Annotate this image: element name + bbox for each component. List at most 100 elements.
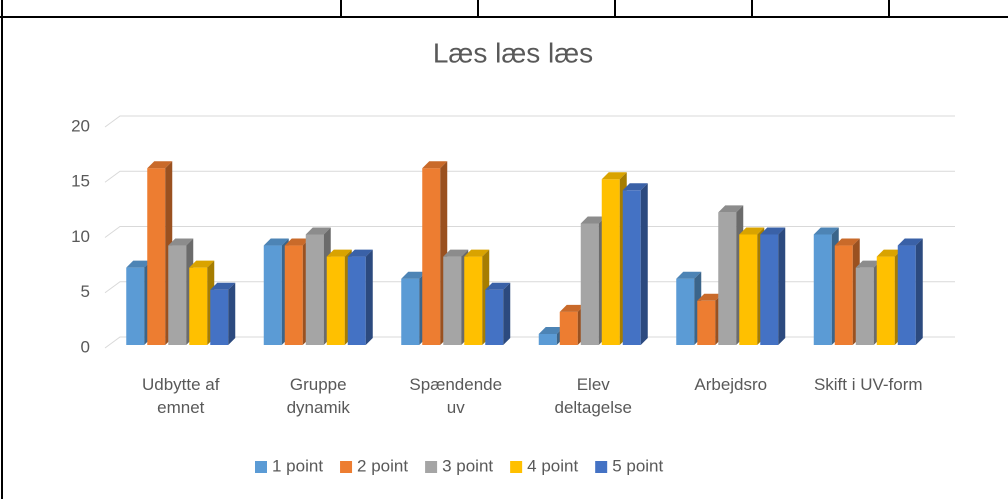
- bar-front: [676, 278, 695, 345]
- x-tick-label: Spændende uv: [409, 375, 503, 417]
- legend-swatch: [425, 461, 438, 473]
- bar-front: [813, 234, 832, 345]
- bar-top: [580, 216, 606, 224]
- bar-top: [739, 227, 765, 235]
- bar-top: [676, 271, 702, 279]
- bar-top: [189, 260, 215, 268]
- bar-front: [485, 289, 504, 345]
- bar-top: [855, 260, 881, 268]
- bar-top: [305, 227, 331, 235]
- bar-front: [760, 234, 779, 345]
- bar-top: [147, 161, 173, 169]
- bar-front: [401, 278, 420, 345]
- bar-front: [464, 256, 483, 345]
- bar-top: [559, 304, 585, 312]
- bar-front: [601, 179, 620, 345]
- bar-top: [464, 249, 490, 257]
- bar-front: [284, 245, 303, 345]
- grid-line: [104, 115, 955, 128]
- bar-top: [326, 249, 352, 257]
- bar-top: [443, 249, 469, 257]
- bar-top: [168, 238, 194, 246]
- y-tick-label: 15: [71, 172, 90, 191]
- y-tick-label: 0: [81, 337, 90, 356]
- bar-top: [760, 227, 786, 235]
- bar: [485, 282, 511, 345]
- legend-label: 4 point: [527, 456, 578, 475]
- bar: [622, 183, 648, 345]
- legend-label: 2 point: [357, 456, 408, 475]
- bar-top: [834, 238, 860, 246]
- bar-front: [422, 168, 441, 345]
- bar-top: [347, 249, 373, 257]
- grid-line: [104, 226, 955, 238]
- bar-top: [263, 238, 289, 246]
- bar-front: [168, 245, 187, 345]
- grid-line: [104, 170, 955, 183]
- legend-label: 5 point: [612, 456, 663, 475]
- bar-top: [697, 293, 723, 301]
- bar-top: [401, 271, 427, 279]
- bar-side: [365, 249, 373, 345]
- bar-top: [126, 260, 152, 268]
- bar-top: [538, 326, 564, 334]
- bar-front: [697, 300, 716, 345]
- y-tick-label: 5: [81, 282, 90, 301]
- bar-front: [210, 289, 229, 345]
- bar-side: [228, 282, 236, 345]
- legend-swatch: [510, 461, 523, 473]
- x-tick-label: Udbytte af emnet: [142, 375, 220, 417]
- bar-top: [622, 183, 648, 191]
- bar-side: [778, 227, 786, 345]
- x-tick-label: Arbejdsro: [694, 375, 768, 394]
- bar-front: [897, 245, 916, 345]
- chart-title: Læs læs læs: [433, 37, 593, 68]
- bar-front: [718, 212, 737, 345]
- bar-front: [126, 267, 145, 345]
- bar: [210, 282, 236, 345]
- x-tick-label: Skift i UV-form: [813, 375, 923, 394]
- bar-top: [897, 238, 923, 246]
- legend-label: 1 point: [272, 456, 323, 475]
- bar-side: [640, 183, 648, 345]
- x-tick-label: Elev deltagelse: [554, 375, 632, 417]
- bar: [147, 161, 173, 345]
- bar-front: [739, 234, 758, 345]
- bar-front: [347, 256, 366, 345]
- x-tick-label: Gruppe dynamik: [286, 375, 350, 417]
- bar-front: [559, 311, 578, 345]
- bar-front: [876, 256, 895, 345]
- bar-front: [189, 267, 208, 345]
- bar: [347, 249, 373, 345]
- bar-front: [263, 245, 282, 345]
- bar: [760, 227, 786, 345]
- bar-top: [601, 172, 627, 180]
- legend-swatch: [340, 461, 353, 473]
- bar-top: [284, 238, 310, 246]
- bar-front: [834, 245, 853, 345]
- bar-top: [485, 282, 511, 290]
- bar-front: [580, 223, 599, 345]
- bar-front: [147, 168, 166, 345]
- bar-top: [876, 249, 902, 257]
- bar-side: [503, 282, 511, 345]
- bar-top: [210, 282, 236, 290]
- y-tick-label: 20: [71, 116, 90, 135]
- bar-top: [718, 205, 744, 213]
- legend-label: 3 point: [442, 456, 493, 475]
- bar-front: [538, 333, 557, 345]
- bar-front: [305, 234, 324, 345]
- bar-front: [855, 267, 874, 345]
- bar-side: [915, 238, 923, 345]
- legend-swatch: [255, 461, 267, 473]
- bar-front: [326, 256, 345, 345]
- bar-front: [622, 190, 641, 345]
- bar-top: [813, 227, 839, 235]
- bar-front: [443, 256, 462, 345]
- bar: [897, 238, 923, 345]
- legend-swatch: [595, 461, 608, 473]
- bar-top: [422, 161, 448, 169]
